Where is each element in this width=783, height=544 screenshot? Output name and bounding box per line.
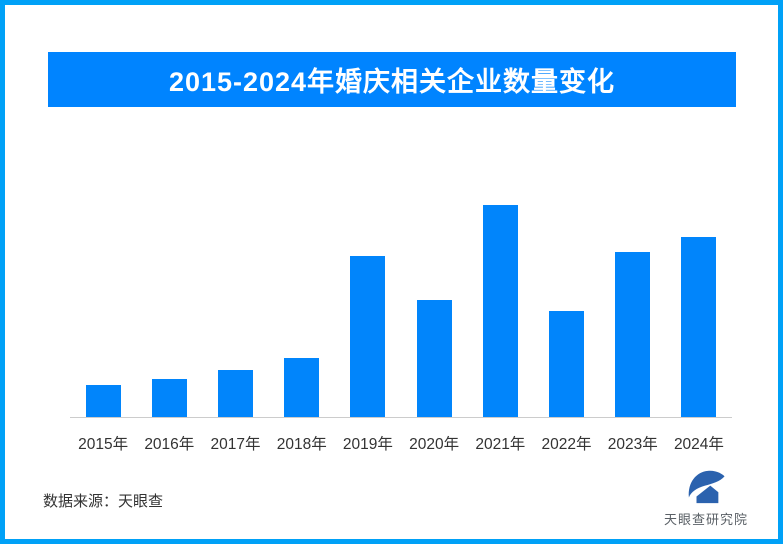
- chart-bar-2022年: [549, 311, 585, 417]
- data-source-note: 数据来源：天眼查: [43, 493, 164, 510]
- chart-bar-2016年: [151, 379, 187, 417]
- chart-bar-2024年: [681, 237, 717, 417]
- footer-logo-label: 天眼查研究院: [663, 512, 748, 527]
- x-axis-label: 2020年: [409, 436, 460, 453]
- bar-slot: [467, 205, 533, 417]
- bar-slot: [269, 206, 335, 417]
- bar-slot: [136, 206, 202, 417]
- chart-bar-2015年: [85, 385, 121, 417]
- chart-bar-2018年: [284, 358, 320, 417]
- bar-slot: [70, 206, 136, 417]
- x-axis: 2015年 2016年 2017年 2018年 2019年 2020年 2021年 2022年…: [70, 432, 732, 454]
- bar-slot: [666, 206, 732, 417]
- tianyancha-logo-icon: [688, 470, 725, 504]
- title-banner: 2015-2024年婚庆相关企业数量变化: [48, 52, 736, 107]
- x-axis-label: 2024年: [673, 436, 724, 453]
- bar-slot: [600, 206, 666, 417]
- bar-slot: [533, 206, 599, 417]
- chart-bar-2020年: [416, 300, 452, 417]
- bar-slot: [401, 206, 467, 417]
- chart-bar-2019年: [350, 256, 386, 417]
- x-axis-label: 2016年: [144, 436, 195, 453]
- x-axis-label: 2017年: [210, 436, 261, 453]
- bar-slot: [202, 206, 268, 417]
- chart-title: 2015-2024年婚庆相关企业数量变化: [168, 67, 616, 97]
- x-axis-label: 2022年: [541, 436, 592, 453]
- x-axis-label: 2018年: [276, 436, 327, 453]
- chart-bar-2021年: [482, 205, 518, 417]
- chart-bar-2023年: [615, 252, 651, 417]
- chart-bar-2017年: [218, 370, 253, 417]
- x-axis-label: 2015年: [78, 436, 129, 453]
- bar-chart: [70, 205, 732, 418]
- x-axis-label: 2021年: [475, 436, 526, 453]
- footer-logo: 天眼查研究院: [656, 468, 756, 528]
- x-axis-label: 2019年: [342, 436, 393, 453]
- bar-slot: [335, 206, 401, 417]
- x-axis-label: 2023年: [607, 436, 658, 453]
